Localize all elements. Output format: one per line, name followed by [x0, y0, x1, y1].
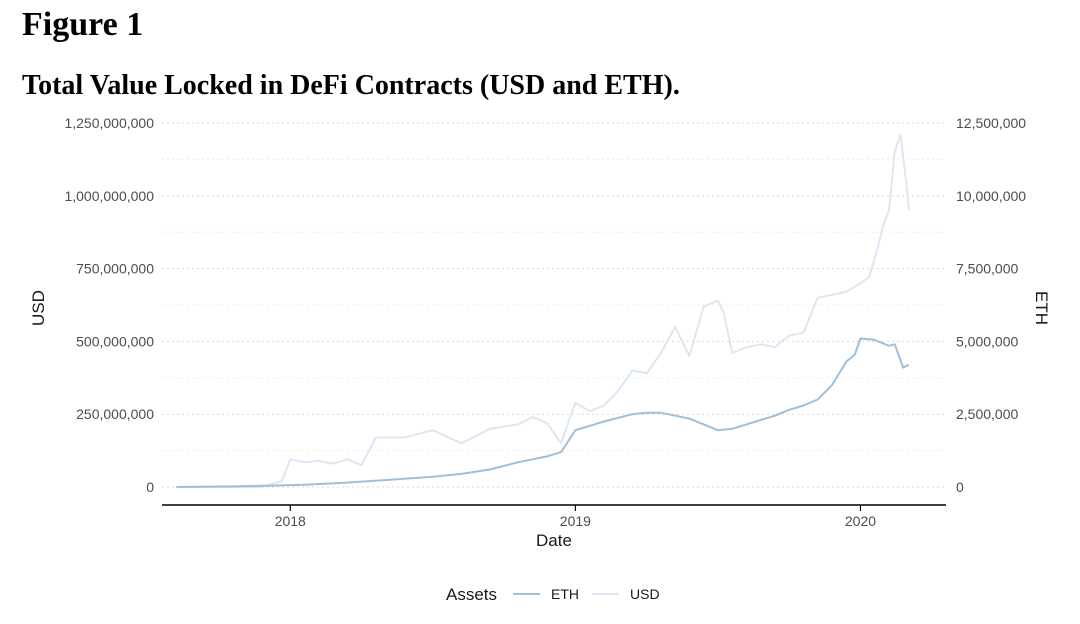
grid-lines: [162, 122, 946, 488]
y2-tick-label: 0: [956, 479, 964, 495]
y-axis-title: USD: [29, 290, 48, 326]
x-tick-label: 2019: [560, 513, 591, 529]
y2-tick-label: 5,000,000: [956, 333, 1018, 349]
y-tick-label: 500,000,000: [76, 333, 154, 349]
x-tick-label: 2018: [275, 513, 306, 529]
series-lines: [176, 133, 910, 488]
y-tick-label: 1,250,000,000: [64, 115, 154, 131]
y2-tick-label: 7,500,000: [956, 261, 1018, 277]
y-tick-label: 0: [146, 479, 154, 495]
axes: 0 250,000,000 500,000,000 750,000,000 1,000,…: [64, 115, 1026, 529]
legend: Assets ETH USD: [446, 585, 660, 604]
figure-label: Figure 1: [22, 6, 144, 43]
y-tick-label: 750,000,000: [76, 261, 154, 277]
y2-tick-label: 2,500,000: [956, 406, 1018, 422]
legend-usd-label: USD: [630, 586, 660, 602]
legend-eth-label: ETH: [551, 586, 579, 602]
y2-tick-label: 12,500,000: [956, 115, 1026, 131]
series-line-eth: [176, 337, 910, 488]
legend-title: Assets: [446, 585, 497, 604]
x-tick-label: 2020: [845, 513, 876, 529]
chart-title: Total Value Locked in DeFi Contracts (US…: [22, 70, 680, 101]
y2-tick-label: 10,000,000: [956, 188, 1026, 204]
x-axis-title: Date: [536, 531, 572, 550]
y2-axis-title: ETH: [1032, 291, 1051, 325]
series-line-usd: [176, 133, 910, 488]
y-tick-label: 250,000,000: [76, 406, 154, 422]
y-tick-label: 1,000,000,000: [64, 188, 154, 204]
